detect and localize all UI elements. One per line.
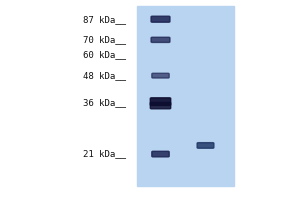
Bar — [136, 6, 234, 186]
Text: 60 kDa__: 60 kDa__ — [83, 50, 126, 59]
FancyBboxPatch shape — [150, 98, 171, 105]
Text: 48 kDa__: 48 kDa__ — [83, 71, 126, 80]
Text: 36 kDa__: 36 kDa__ — [83, 98, 126, 107]
Text: 87 kDa__: 87 kDa__ — [83, 15, 126, 24]
Text: 21 kDa__: 21 kDa__ — [83, 150, 126, 159]
FancyBboxPatch shape — [150, 102, 171, 109]
FancyBboxPatch shape — [152, 151, 169, 157]
FancyBboxPatch shape — [152, 73, 169, 78]
Text: 70 kDa__: 70 kDa__ — [83, 35, 126, 44]
FancyBboxPatch shape — [151, 16, 170, 22]
FancyBboxPatch shape — [151, 37, 170, 42]
FancyBboxPatch shape — [197, 143, 214, 148]
